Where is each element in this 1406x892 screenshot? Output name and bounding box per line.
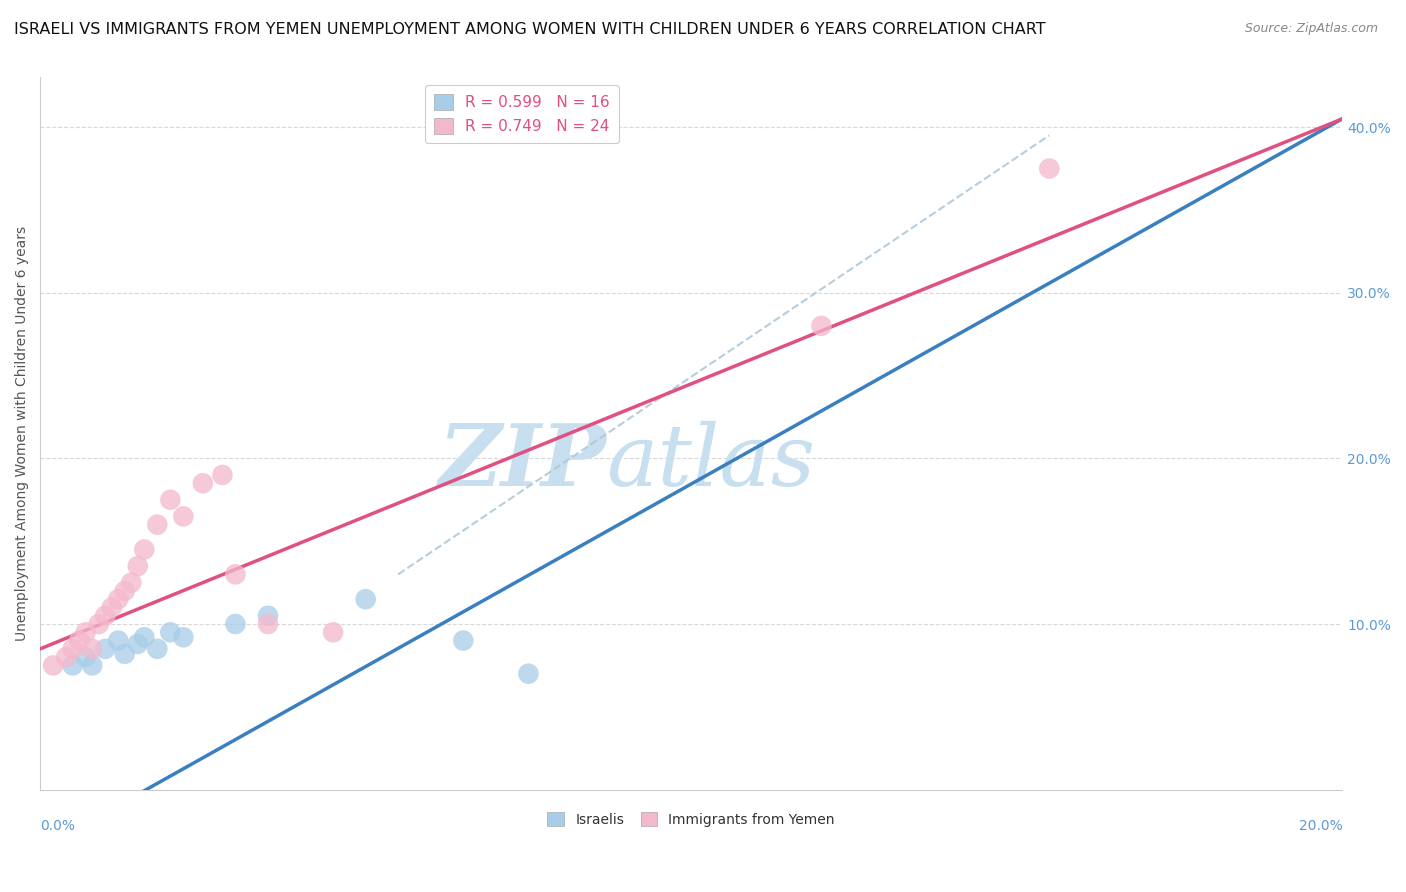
Point [94,641,117,656]
Point [224,567,246,582]
Point [127,637,149,651]
Point [55,650,77,665]
Point [172,630,194,644]
Point [75,650,97,665]
Text: 0.0%: 0.0% [41,820,75,833]
Point [453,633,475,648]
Point [62,641,84,656]
Point [810,318,832,333]
Text: atlas: atlas [606,421,815,503]
Text: 20.0%: 20.0% [1299,820,1343,833]
Point [100,600,122,615]
Point [322,625,344,640]
Point [134,542,156,557]
Point [82,641,104,656]
Point [159,625,181,640]
Point [114,647,136,661]
Point [354,592,377,607]
Point [107,633,129,648]
Point [107,592,129,607]
Point [134,630,156,644]
Point [211,467,233,482]
Point [42,658,65,673]
Text: ZIP: ZIP [439,420,606,504]
Point [191,476,214,491]
Point [62,658,84,673]
Point [172,509,194,524]
Point [67,633,90,648]
Point [120,575,142,590]
Point [257,608,280,623]
Point [1038,161,1060,176]
Text: Source: ZipAtlas.com: Source: ZipAtlas.com [1244,22,1378,36]
Point [146,641,169,656]
Point [146,517,169,532]
Point [127,559,149,574]
Point [82,658,104,673]
Y-axis label: Unemployment Among Women with Children Under 6 years: Unemployment Among Women with Children U… [15,226,30,641]
Point [75,625,97,640]
Legend: Israelis, Immigrants from Yemen: Israelis, Immigrants from Yemen [541,806,841,832]
Point [87,617,110,632]
Point [94,608,117,623]
Point [224,617,246,632]
Point [159,492,181,507]
Text: ISRAELI VS IMMIGRANTS FROM YEMEN UNEMPLOYMENT AMONG WOMEN WITH CHILDREN UNDER 6 : ISRAELI VS IMMIGRANTS FROM YEMEN UNEMPLO… [14,22,1046,37]
Point [257,617,280,632]
Point [114,583,136,598]
Point [517,666,540,681]
